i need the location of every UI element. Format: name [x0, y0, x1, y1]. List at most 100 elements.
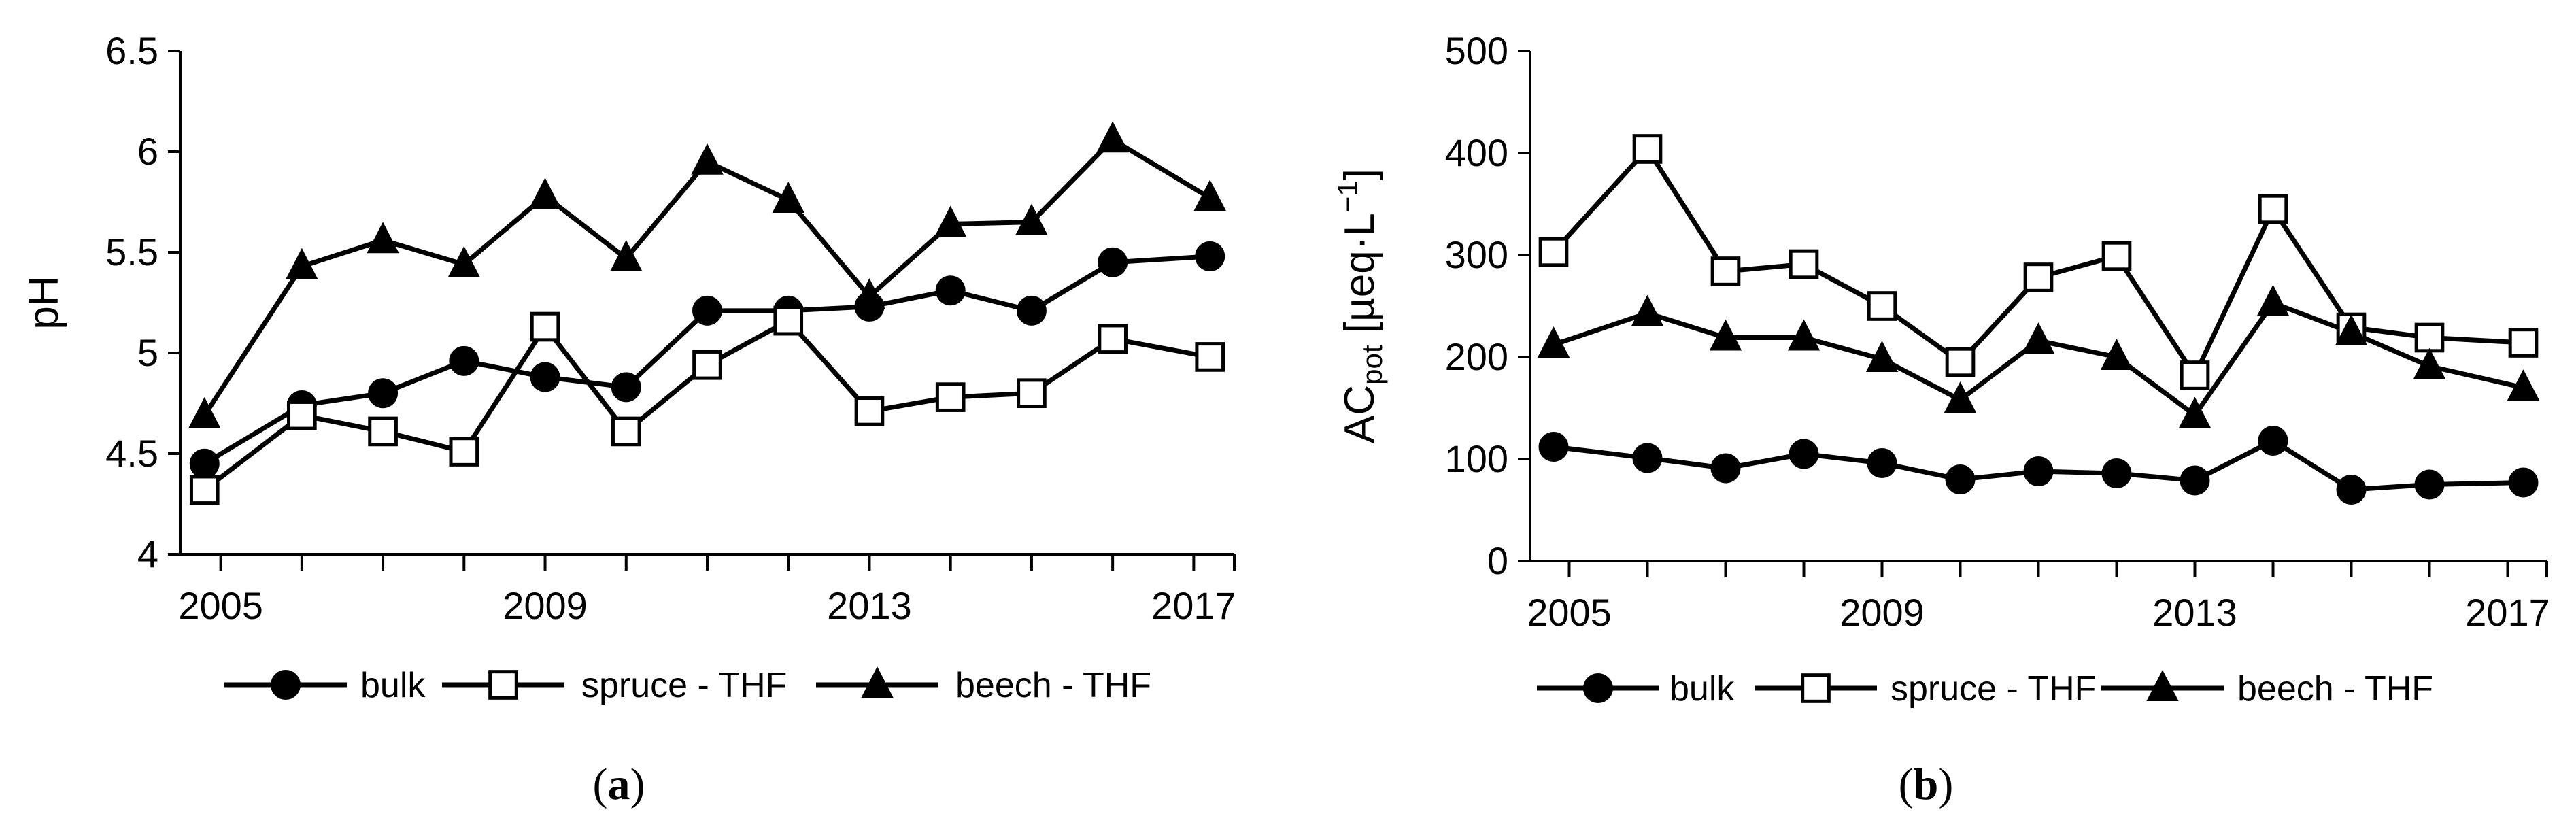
data-point-circle	[530, 362, 560, 392]
x-tick-label: 2013	[827, 584, 912, 627]
y-tick-label: 5	[137, 331, 158, 374]
data-point-circle	[2508, 467, 2539, 498]
data-point-circle	[368, 378, 399, 409]
y-axis-label: pH	[20, 275, 67, 329]
y-tick-label: 300	[1445, 233, 1508, 276]
data-point-square	[1867, 291, 1897, 321]
data-point-square	[449, 437, 479, 467]
data-point-triangle	[2507, 369, 2540, 401]
x-tick-label: 2013	[2152, 591, 2237, 634]
caption-a-letter: a	[608, 760, 630, 809]
data-point-circle	[1632, 443, 1663, 473]
data-point-square	[1945, 347, 1976, 377]
x-tick-label: 2017	[1151, 584, 1236, 627]
data-point-square	[2258, 194, 2288, 224]
panel-a-chart: 4 4.5 5 5.5 6 6.5 2005 2009 2013 2017 pH bulk spruce…	[20, 29, 1236, 705]
data-point-triangle	[610, 239, 643, 271]
legend-marker-square	[1801, 673, 1831, 703]
data-point-square	[368, 416, 398, 447]
legend-label: spruce - THF	[581, 666, 787, 705]
legend-label: spruce - THF	[1891, 669, 2096, 709]
data-point-triangle	[1865, 341, 1899, 372]
legend-marker-triangle	[2146, 670, 2179, 701]
caption-a: (a)	[593, 760, 645, 809]
data-point-square	[2508, 328, 2539, 358]
data-point-circle	[1945, 464, 1976, 494]
data-point-circle	[2180, 465, 2210, 496]
y-tick-label: 4	[137, 532, 158, 575]
data-point-square	[2414, 322, 2445, 353]
data-point-square	[2101, 241, 2132, 271]
y-tick-label: 100	[1445, 437, 1508, 480]
data-point-circle	[1195, 241, 1225, 271]
data-point-square	[1538, 237, 1569, 267]
panel-b-chart: 0 100 200 300 400 500 2005 2009 2013 2017 ACpot [µ…	[1332, 29, 2550, 709]
data-point-triangle	[853, 278, 886, 310]
data-point-triangle	[1944, 381, 1977, 413]
data-point-square	[692, 350, 722, 380]
data-point-triangle	[1096, 121, 1129, 153]
caption-b: (b)	[1899, 760, 1954, 809]
y-tick-label: 6	[137, 130, 158, 173]
data-point-triangle	[2178, 396, 2211, 428]
caption-b-letter: b	[1914, 760, 1939, 809]
data-point-triangle	[447, 245, 480, 277]
y-tick-label: 5.5	[105, 231, 158, 273]
legend-label: bulk	[1670, 669, 1735, 709]
legend-marker-circle	[1583, 673, 1613, 703]
series-line-square	[203, 318, 1210, 492]
data-point-circle	[2258, 426, 2288, 456]
data-point-circle	[2336, 475, 2367, 505]
data-point-circle	[1538, 432, 1569, 462]
legend-marker-square	[488, 670, 518, 700]
data-point-square	[1789, 249, 1819, 279]
x-tick-label: 2005	[1527, 591, 1612, 634]
y-tick-label: 200	[1445, 335, 1508, 378]
data-point-circle	[449, 345, 479, 376]
x-tick-label: 2009	[1840, 591, 1925, 634]
legend-label: beech - THF	[2237, 669, 2433, 709]
data-point-square	[1632, 134, 1663, 164]
y-tick-label: 0	[1487, 539, 1508, 582]
data-point-triangle	[1787, 319, 1820, 351]
data-point-square	[530, 311, 560, 342]
series-line-triangle	[1553, 301, 2524, 418]
data-point-square	[611, 416, 641, 447]
data-point-circle	[611, 372, 641, 403]
y-tick-label: 4.5	[105, 432, 158, 475]
data-point-circle	[1098, 247, 1128, 277]
data-point-triangle	[188, 396, 221, 428]
x-tick-label: 2009	[503, 584, 588, 627]
data-point-triangle	[1015, 203, 1048, 235]
data-point-circle	[189, 448, 220, 479]
data-point-circle	[2023, 456, 2054, 486]
legend-label: bulk	[360, 666, 426, 705]
data-point-triangle	[1631, 294, 1664, 326]
data-point-triangle	[1537, 326, 1570, 358]
legend-marker-circle	[271, 670, 301, 700]
x-tick-label: 2017	[2465, 591, 2550, 634]
data-point-triangle	[2335, 314, 2368, 345]
data-point-square	[189, 475, 220, 505]
data-point-triangle	[2256, 284, 2290, 316]
data-point-circle	[1867, 448, 1897, 478]
data-point-square	[287, 400, 317, 430]
y-tick-label: 6.5	[105, 29, 158, 72]
data-point-square	[854, 396, 885, 426]
data-point-triangle	[2022, 322, 2055, 354]
legend-label: beech - THF	[955, 666, 1151, 705]
data-point-triangle	[691, 143, 724, 175]
data-point-circle	[1016, 295, 1047, 326]
y-tick-label: 400	[1445, 131, 1508, 174]
y-axis-label: ACpot [µeq·L−1]	[1332, 169, 1388, 443]
data-point-triangle	[934, 205, 967, 237]
data-point-square	[1195, 342, 1225, 372]
data-point-circle	[1710, 453, 1741, 484]
x-tick-label: 2005	[178, 584, 263, 627]
data-point-square	[1710, 256, 1741, 286]
data-point-triangle	[772, 182, 804, 213]
data-point-triangle	[528, 177, 562, 209]
data-point-triangle	[1193, 180, 1226, 211]
data-point-circle	[935, 275, 966, 306]
data-point-square	[1017, 378, 1047, 409]
